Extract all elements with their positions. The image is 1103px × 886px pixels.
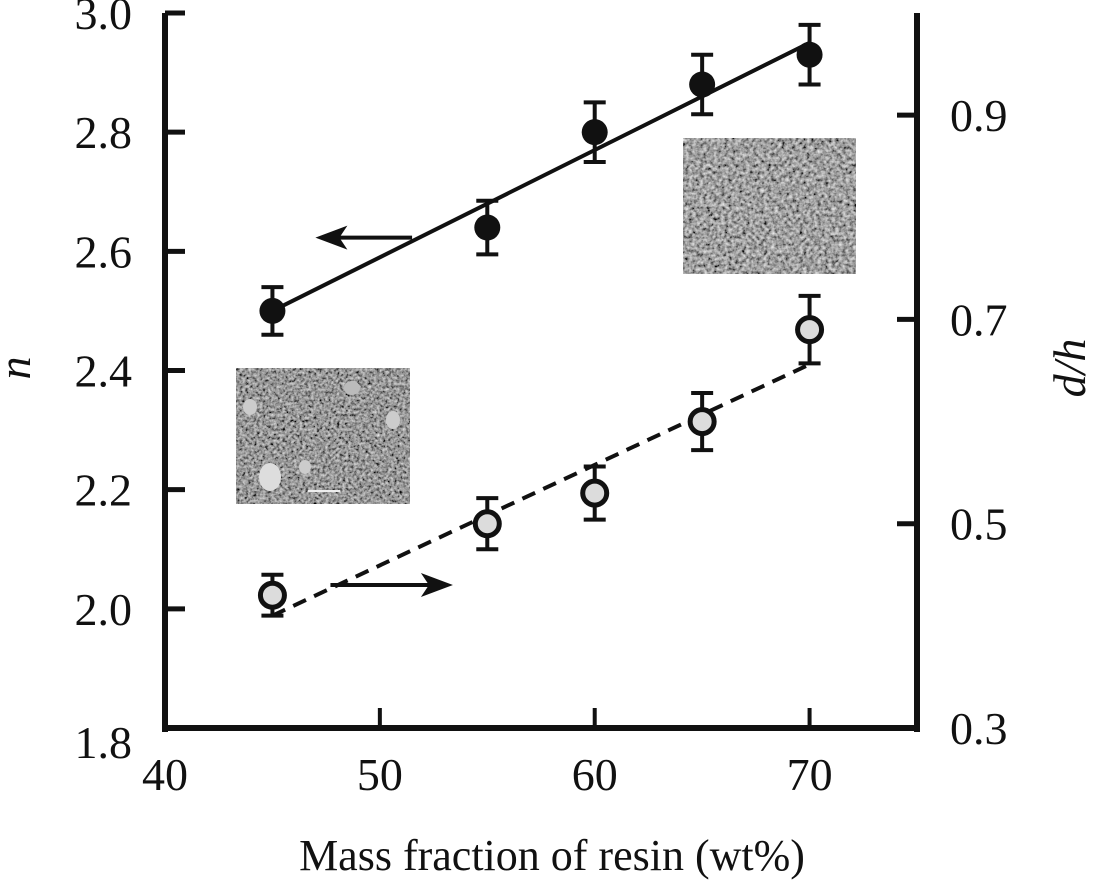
fit-line-n [271,41,811,313]
marker-filled-circle [581,119,608,146]
x-tick-label: 60 [572,749,618,800]
inset-image-high-resin-texture [683,138,856,274]
inset-particle [386,411,400,429]
marker-filled-circle [259,297,286,324]
x-axis-title: Mass fraction of resin (wt%) [299,831,805,880]
x-tick-label: 50 [357,749,403,800]
y-right-tick-label: 0.9 [950,90,1008,141]
fit-line-d-h [271,362,811,618]
data-point [474,198,501,257]
inset-particle [344,381,360,395]
y-right-tick-label: 0.3 [950,703,1008,754]
marker-open-circle [580,478,610,508]
y-right-axis-title: d/h [1044,339,1095,398]
y-left-tick-label: 3.0 [75,0,133,39]
inset-particle [299,460,311,474]
data-point [687,390,717,453]
y-right-tick-label: 0.7 [950,294,1008,345]
y-right-tick-label: 0.5 [950,499,1008,550]
data-point [689,52,716,117]
y-left-tick-label: 2.0 [75,584,133,635]
marker-open-circle [795,315,825,345]
y-right-tick-labels: 0.3 0.5 0.7 0.9 [950,90,1008,754]
y-left-tick-labels: 1.8 2.0 2.2 2.4 2.6 2.8 3.0 [75,0,133,768]
data-point [795,293,825,366]
arrow-left-n-series [315,225,413,250]
marker-filled-circle [689,71,716,98]
axes [162,10,920,732]
series-arrows [315,225,453,597]
marker-open-circle [687,407,717,437]
arrow-right-icon [420,573,453,597]
inset-particle [259,463,281,491]
y-left-axis-title: n [0,357,40,380]
data-marks [257,22,825,618]
data-point [259,285,286,337]
x-tick-label: 70 [787,749,833,800]
marker-open-circle [257,580,287,610]
y-left-tick-label: 2.8 [75,107,133,158]
marker-open-circle [472,509,502,539]
marker-filled-circle [474,214,501,241]
x-tick-labels: 40 50 60 70 [142,749,833,800]
data-point [472,496,502,552]
y-left-tick-label: 2.2 [75,465,133,516]
y-left-tick-label: 2.6 [75,226,133,277]
inset-particle [243,399,257,415]
data-point [796,22,823,87]
x-tick-label: 40 [142,749,188,800]
fit-lines [271,41,811,618]
data-point [581,100,608,164]
marker-filled-circle [796,41,823,68]
arrow-right-dh-series [330,573,453,597]
y-left-tick-label: 2.4 [75,346,133,397]
arrow-left-icon [315,225,348,250]
y-left-tick-label: 1.8 [75,717,133,768]
inset-image-high-resin [683,138,856,274]
inset-image-low-resin [236,368,410,504]
data-point [580,464,610,522]
data-point [257,572,287,618]
